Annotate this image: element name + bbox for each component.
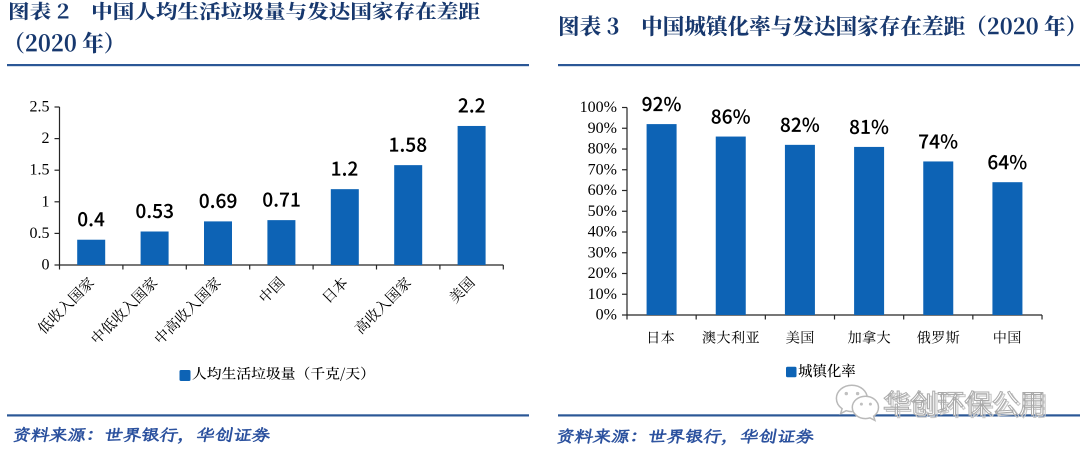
svg-text:30%: 30% <box>588 244 617 261</box>
svg-text:2.5: 2.5 <box>30 99 50 116</box>
svg-text:10%: 10% <box>588 286 617 303</box>
svg-text:80%: 80% <box>588 141 617 158</box>
svg-text:40%: 40% <box>588 224 617 241</box>
svg-text:70%: 70% <box>588 161 617 178</box>
svg-text:1: 1 <box>42 193 50 210</box>
svg-text:20%: 20% <box>588 265 617 282</box>
svg-text:50%: 50% <box>588 203 617 220</box>
svg-text:90%: 90% <box>588 120 617 137</box>
svg-text:0: 0 <box>42 257 50 274</box>
svg-text:60%: 60% <box>588 182 617 199</box>
svg-text:0.5: 0.5 <box>30 225 50 242</box>
svg-text:1.5: 1.5 <box>30 162 50 179</box>
svg-text:100%: 100% <box>580 99 617 116</box>
svg-text:2: 2 <box>42 130 50 147</box>
svg-text:0%: 0% <box>596 307 617 324</box>
